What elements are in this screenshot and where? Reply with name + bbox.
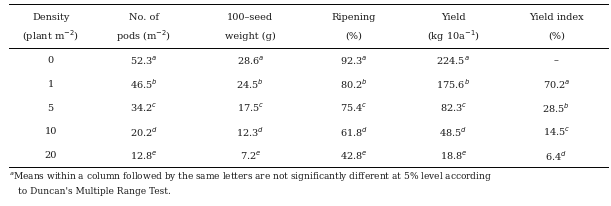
Text: 20.2$^{d}$: 20.2$^{d}$ — [130, 124, 158, 138]
Text: No. of: No. of — [129, 13, 159, 22]
Text: 224.5$^{a}$: 224.5$^{a}$ — [436, 54, 470, 66]
Text: 5: 5 — [48, 103, 54, 112]
Text: 1: 1 — [48, 80, 54, 88]
Text: Density: Density — [32, 13, 70, 22]
Text: 28.6$^{a}$: 28.6$^{a}$ — [236, 54, 264, 66]
Text: 24.5$^{b}$: 24.5$^{b}$ — [236, 77, 264, 91]
Text: 52.3$^{a}$: 52.3$^{a}$ — [130, 54, 158, 66]
Text: 75.4$^{c}$: 75.4$^{c}$ — [340, 102, 367, 114]
Text: 46.5$^{b}$: 46.5$^{b}$ — [130, 77, 158, 91]
Text: 100–seed: 100–seed — [227, 13, 273, 22]
Text: 20: 20 — [45, 151, 57, 159]
Text: 6.4$^{d}$: 6.4$^{d}$ — [546, 148, 568, 162]
Text: 7.2$^{e}$: 7.2$^{e}$ — [240, 149, 261, 161]
Text: 70.2$^{a}$: 70.2$^{a}$ — [543, 78, 570, 90]
Text: 48.5$^{d}$: 48.5$^{d}$ — [439, 124, 467, 138]
Text: 14.5$^{c}$: 14.5$^{c}$ — [543, 125, 570, 137]
Text: 80.2$^{b}$: 80.2$^{b}$ — [340, 77, 367, 91]
Text: 12.8$^{e}$: 12.8$^{e}$ — [130, 149, 158, 161]
Text: 61.8$^{d}$: 61.8$^{d}$ — [340, 124, 367, 138]
Text: weight (g): weight (g) — [225, 32, 276, 41]
Text: $^{a}$Means within a column followed by the same letters are not significantly d: $^{a}$Means within a column followed by … — [9, 170, 492, 183]
Text: to Duncan's Multiple Range Test.: to Duncan's Multiple Range Test. — [18, 186, 171, 195]
Text: (%): (%) — [345, 32, 362, 41]
Text: –: – — [554, 56, 559, 65]
Text: Yield: Yield — [441, 13, 466, 22]
Text: 42.8$^{e}$: 42.8$^{e}$ — [340, 149, 367, 161]
Text: 92.3$^{a}$: 92.3$^{a}$ — [340, 54, 367, 66]
Text: 12.3$^{d}$: 12.3$^{d}$ — [236, 124, 265, 138]
Text: 18.8$^{e}$: 18.8$^{e}$ — [439, 149, 467, 161]
Text: (%): (%) — [548, 32, 565, 41]
Text: 28.5$^{b}$: 28.5$^{b}$ — [543, 101, 570, 115]
Text: 10: 10 — [45, 127, 57, 136]
Text: 0: 0 — [48, 56, 54, 65]
Text: (plant m$^{-2}$): (plant m$^{-2}$) — [22, 28, 79, 44]
Text: Yield index: Yield index — [529, 13, 584, 22]
Text: (kg 10a$^{-1}$): (kg 10a$^{-1}$) — [427, 28, 480, 44]
Text: Ripening: Ripening — [331, 13, 376, 22]
Text: pods (m$^{-2}$): pods (m$^{-2}$) — [116, 28, 172, 44]
Text: 82.3$^{c}$: 82.3$^{c}$ — [439, 102, 467, 114]
Text: 175.6$^{b}$: 175.6$^{b}$ — [436, 77, 470, 91]
Text: 34.2$^{c}$: 34.2$^{c}$ — [130, 102, 158, 114]
Text: 17.5$^{c}$: 17.5$^{c}$ — [236, 102, 264, 114]
